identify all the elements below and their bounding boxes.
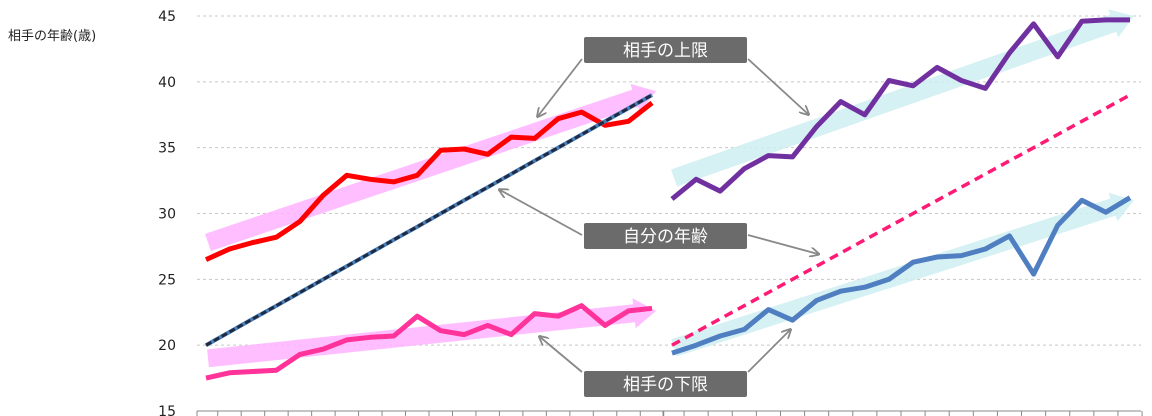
y-tick-40: 40 bbox=[158, 75, 176, 91]
grid-lines bbox=[197, 15, 1141, 346]
annotation-pointers bbox=[500, 58, 818, 373]
pointer-arrow-0 bbox=[538, 58, 583, 116]
y-tick-45: 45 bbox=[158, 9, 176, 25]
y-axis-label: 相手の年齢(歳) bbox=[8, 29, 96, 44]
trend-arrow-1-0 bbox=[671, 9, 1134, 187]
y-tick-35: 35 bbox=[158, 141, 176, 157]
y-tick-30: 30 bbox=[158, 207, 176, 223]
pointer-arrow-3 bbox=[747, 234, 818, 254]
annotation-box bbox=[584, 223, 747, 249]
annotation-box bbox=[584, 371, 747, 397]
series-line-1-2 bbox=[671, 195, 1132, 356]
annotation-text: 相手の下限 bbox=[623, 375, 708, 395]
y-tick-25: 25 bbox=[158, 272, 176, 288]
pointer-arrow-1 bbox=[747, 58, 808, 114]
pointer-arrow-2 bbox=[500, 190, 583, 236]
trend-arrow-0-0 bbox=[205, 83, 656, 252]
y-tick-labels: 15 20 25 30 35 40 45 bbox=[158, 9, 176, 416]
series-line-0-2 bbox=[205, 303, 653, 381]
annotation-label-0: 相手の上限 bbox=[584, 37, 747, 63]
pointer-arrow-4 bbox=[540, 337, 583, 373]
series-line-1-0 bbox=[670, 17, 1130, 201]
series-line-0-0 bbox=[204, 100, 654, 262]
annotation-label-1: 自分の年齢 bbox=[584, 223, 747, 249]
series-lines bbox=[204, 17, 1132, 381]
series-line-0-1 bbox=[205, 93, 653, 347]
annotation-label-2: 相手の下限 bbox=[584, 371, 747, 397]
annotation-text: 相手の上限 bbox=[623, 41, 708, 61]
series-line-1-1 bbox=[671, 93, 1131, 347]
y-tick-15: 15 bbox=[158, 404, 176, 416]
y-tick-20: 20 bbox=[158, 338, 176, 354]
x-axis bbox=[196, 410, 1143, 416]
pointer-arrow-5 bbox=[747, 330, 790, 373]
annotation-box bbox=[584, 37, 747, 63]
annotation-text: 自分の年齢 bbox=[623, 227, 708, 247]
